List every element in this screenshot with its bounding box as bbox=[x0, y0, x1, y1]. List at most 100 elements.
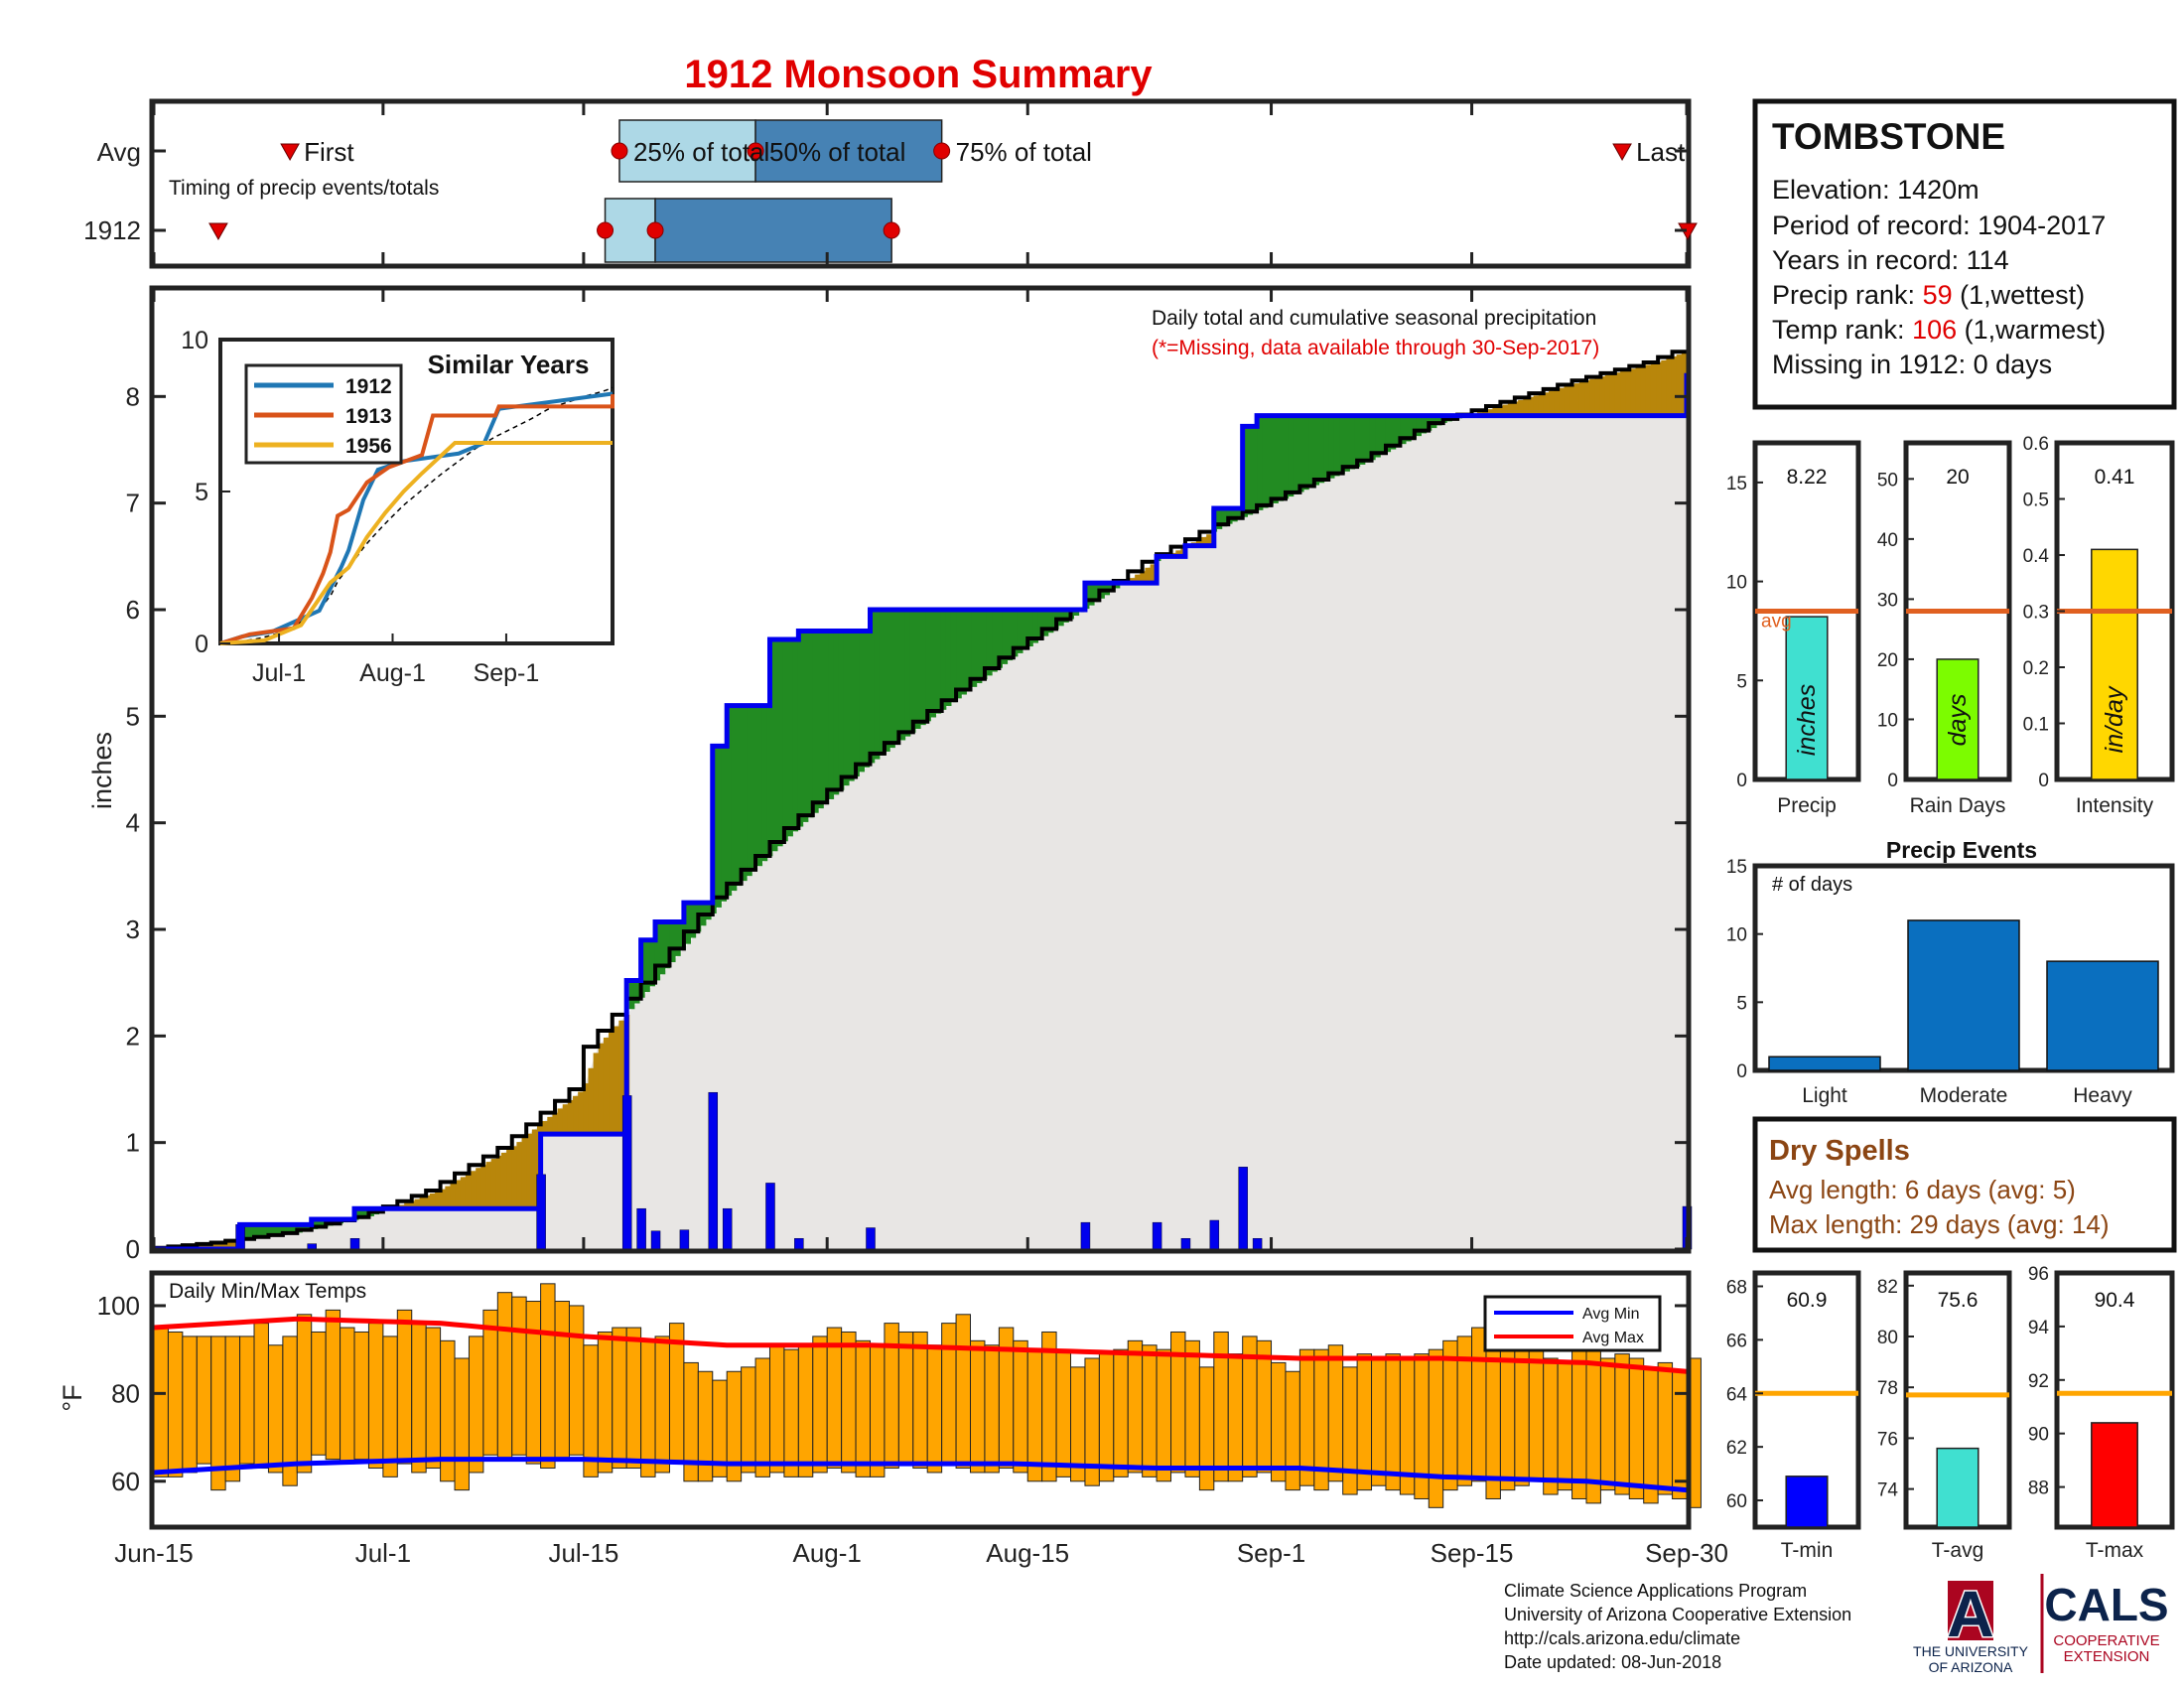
avg-cumulative-area bbox=[154, 352, 1687, 1250]
summary-value-label-1: 20 bbox=[1946, 466, 1969, 489]
temp-range-bar bbox=[540, 1283, 556, 1470]
temp-range-bar bbox=[1113, 1348, 1129, 1477]
excess-area-segment bbox=[1252, 426, 1259, 513]
excess-area-segment bbox=[869, 610, 876, 764]
excess-area-segment bbox=[782, 639, 788, 842]
deficit-area-segment bbox=[1135, 574, 1141, 584]
main-ytick-label: 5 bbox=[126, 701, 140, 731]
daily-precip-bar bbox=[1209, 1219, 1220, 1250]
deficit-area-segment bbox=[1604, 374, 1611, 416]
temps-legend-box bbox=[1483, 1295, 1662, 1352]
footer-line-2: University of Arizona Cooperative Extens… bbox=[1504, 1605, 1851, 1624]
excess-area-segment bbox=[250, 1224, 257, 1239]
deficit-area-segment bbox=[1645, 364, 1652, 416]
footer-line-4: Date updated: 08-Jun-2018 bbox=[1504, 1652, 1721, 1672]
deficit-area-segment bbox=[1518, 399, 1524, 416]
daily-precip-bar bbox=[679, 1229, 690, 1250]
excess-area-segment bbox=[271, 1224, 278, 1237]
excess-area-segment bbox=[950, 610, 957, 703]
excess-area-segment bbox=[1354, 415, 1361, 468]
temp-range-bar bbox=[741, 1366, 756, 1474]
main-xtick-label: Aug-1 bbox=[793, 1538, 862, 1568]
temp-range-bar bbox=[1156, 1348, 1172, 1482]
daily-precip-bar bbox=[1252, 1238, 1263, 1250]
cals-logo: CALS COOPERATIVE EXTENSION bbox=[2044, 1579, 2168, 1665]
temp-summary-ytick-label: 76 bbox=[1877, 1429, 1898, 1450]
excess-area-segment bbox=[1369, 415, 1376, 461]
excess-area-segment bbox=[1328, 415, 1335, 479]
temp-summary-bar-0 bbox=[1785, 1476, 1829, 1528]
summary-value-label-0: 8.22 bbox=[1787, 466, 1828, 489]
main-ytick-label: 2 bbox=[126, 1021, 140, 1051]
excess-area-segment bbox=[669, 921, 676, 963]
excess-area-segment bbox=[1390, 415, 1397, 450]
excess-area-segment bbox=[731, 705, 738, 892]
excess-area-segment bbox=[930, 610, 937, 718]
daily-precip-bar bbox=[866, 1227, 876, 1250]
temp-range-bar bbox=[826, 1327, 843, 1470]
temp-range-bar bbox=[267, 1344, 284, 1474]
excess-area-segment bbox=[1339, 415, 1345, 475]
daily-precip-bar bbox=[794, 1238, 804, 1250]
timing-year-box-q2 bbox=[654, 198, 892, 263]
excess-area-segment bbox=[766, 705, 773, 857]
summary-ytick-label: 0.2 bbox=[2023, 658, 2049, 679]
excess-area-segment bbox=[961, 610, 967, 695]
excess-area-segment bbox=[255, 1224, 262, 1239]
deficit-area-segment bbox=[598, 1043, 605, 1135]
temp-range-bar bbox=[1614, 1353, 1630, 1495]
precip-events-category-label: Moderate bbox=[1920, 1084, 2008, 1107]
deficit-area-segment bbox=[583, 1083, 590, 1135]
temp-summary-bar-1 bbox=[1936, 1447, 1979, 1528]
temps-legend-avg-max-label: Avg Max bbox=[1582, 1330, 1644, 1346]
deficit-area-segment bbox=[419, 1196, 426, 1209]
excess-area-segment bbox=[705, 903, 712, 920]
summary-ytick-label: 0.5 bbox=[2023, 491, 2049, 511]
cals-logo-line-2: EXTENSION bbox=[2064, 1648, 2150, 1665]
excess-area-segment bbox=[1273, 415, 1279, 503]
excess-area-segment bbox=[818, 631, 824, 809]
inset-ytick-label: 10 bbox=[181, 327, 208, 354]
excess-area-segment bbox=[664, 921, 671, 969]
deficit-area-segment bbox=[1671, 356, 1678, 416]
deficit-area-segment bbox=[435, 1192, 441, 1209]
excess-area-segment bbox=[317, 1218, 324, 1228]
daily-precip-bar bbox=[349, 1238, 360, 1250]
summary-value-label-2: 0.41 bbox=[2095, 466, 2135, 489]
precip-events-chart: Precip Events # of days Light Moderate Heav… bbox=[1726, 837, 2175, 1107]
temp-range-bar bbox=[167, 1331, 184, 1477]
deficit-area-segment bbox=[1201, 536, 1207, 546]
temp-range-bar bbox=[941, 1323, 957, 1465]
temp-range-bar bbox=[754, 1357, 770, 1477]
deficit-area-segment bbox=[1573, 383, 1580, 416]
temp-range-bar bbox=[1485, 1339, 1501, 1499]
summary-bar-0 bbox=[1785, 616, 1829, 780]
temp-avg-min-line bbox=[153, 1457, 1688, 1493]
deficit-area-segment bbox=[1507, 403, 1514, 416]
excess-area-segment bbox=[864, 631, 871, 768]
summary-unit-label-0: inches bbox=[1793, 684, 1821, 756]
excess-area-segment bbox=[1237, 508, 1243, 520]
inset-ytick-label: 0 bbox=[195, 631, 208, 658]
excess-area-segment bbox=[1297, 415, 1304, 492]
deficit-area-segment bbox=[429, 1193, 436, 1209]
inset-legend-label: 1912 bbox=[345, 375, 392, 398]
deficit-area-segment bbox=[1650, 363, 1657, 416]
main-xtick-label: Aug-15 bbox=[986, 1538, 1069, 1568]
timing-avg-box-q2 bbox=[754, 119, 943, 183]
deficit-area-segment bbox=[450, 1183, 457, 1209]
deficit-area-segment bbox=[526, 1133, 533, 1209]
deficit-area-segment bbox=[1150, 564, 1157, 584]
excess-area-segment bbox=[1012, 610, 1019, 657]
temp-range-bar bbox=[1599, 1357, 1616, 1491]
excess-area-segment bbox=[291, 1224, 298, 1234]
excess-area-segment bbox=[940, 610, 947, 710]
precip-events-ytick-label: 5 bbox=[1736, 993, 1747, 1014]
precip-rank-prefix: Precip rank: bbox=[1772, 280, 1923, 310]
deficit-area-segment bbox=[225, 1242, 231, 1249]
temp-range-bar bbox=[325, 1309, 341, 1461]
timing-row-label-avg: Avg bbox=[97, 137, 141, 167]
temp-range-bar bbox=[1256, 1339, 1273, 1474]
deficit-area-segment bbox=[531, 1129, 538, 1209]
temp-range-bar bbox=[640, 1339, 656, 1477]
